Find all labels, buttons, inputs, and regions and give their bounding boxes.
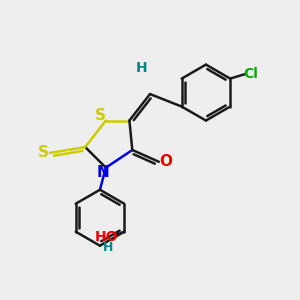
Text: Cl: Cl <box>243 67 258 81</box>
Text: H: H <box>103 242 113 254</box>
Text: S: S <box>95 108 106 123</box>
Text: S: S <box>38 145 49 160</box>
Text: O: O <box>160 154 173 169</box>
Text: N: N <box>97 166 110 181</box>
Text: HO: HO <box>95 230 118 244</box>
Text: H: H <box>135 61 147 75</box>
